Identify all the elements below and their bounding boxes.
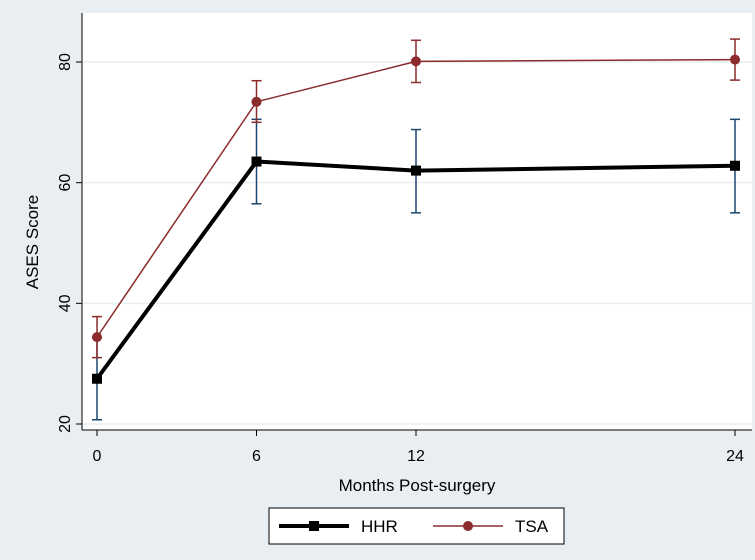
data-point-tsa — [411, 56, 421, 67]
data-point-hhr — [730, 160, 740, 171]
series-line-hhr — [95, 159, 736, 380]
data-point-hhr — [92, 373, 102, 384]
data-point-hhr — [411, 165, 421, 176]
axis-ticks: 20 40 60 80 0 6 12 24 — [57, 53, 744, 465]
y-tick-label: 80 — [57, 53, 74, 71]
data-point-tsa — [730, 54, 740, 65]
axes — [81, 13, 752, 431]
legend: HHR TSA — [268, 507, 565, 545]
y-tick-label: 40 — [57, 294, 74, 312]
series-line-tsa — [96, 58, 736, 338]
legend-label-tsa: TSA — [515, 517, 549, 536]
legend-box — [268, 507, 565, 545]
plot-area — [82, 13, 752, 430]
data-point-tsa — [92, 332, 102, 343]
legend-label-hhr: HHR — [361, 517, 398, 536]
data-point-hhr — [251, 156, 262, 167]
y-tick-label: 60 — [57, 174, 74, 192]
x-tick-label: 6 — [252, 448, 261, 465]
x-tick-label: 0 — [93, 448, 102, 465]
y-axis-title: ASES Score — [23, 195, 42, 290]
x-tick-label: 24 — [726, 448, 744, 465]
legend-marker-hhr — [309, 521, 319, 531]
data-point-tsa — [251, 96, 262, 107]
series-layer — [92, 38, 740, 421]
y-tick-label: 20 — [57, 415, 74, 433]
x-axis-title: Months Post-surgery — [339, 476, 496, 495]
legend-marker-tsa — [463, 521, 473, 531]
x-tick-label: 12 — [407, 448, 425, 465]
